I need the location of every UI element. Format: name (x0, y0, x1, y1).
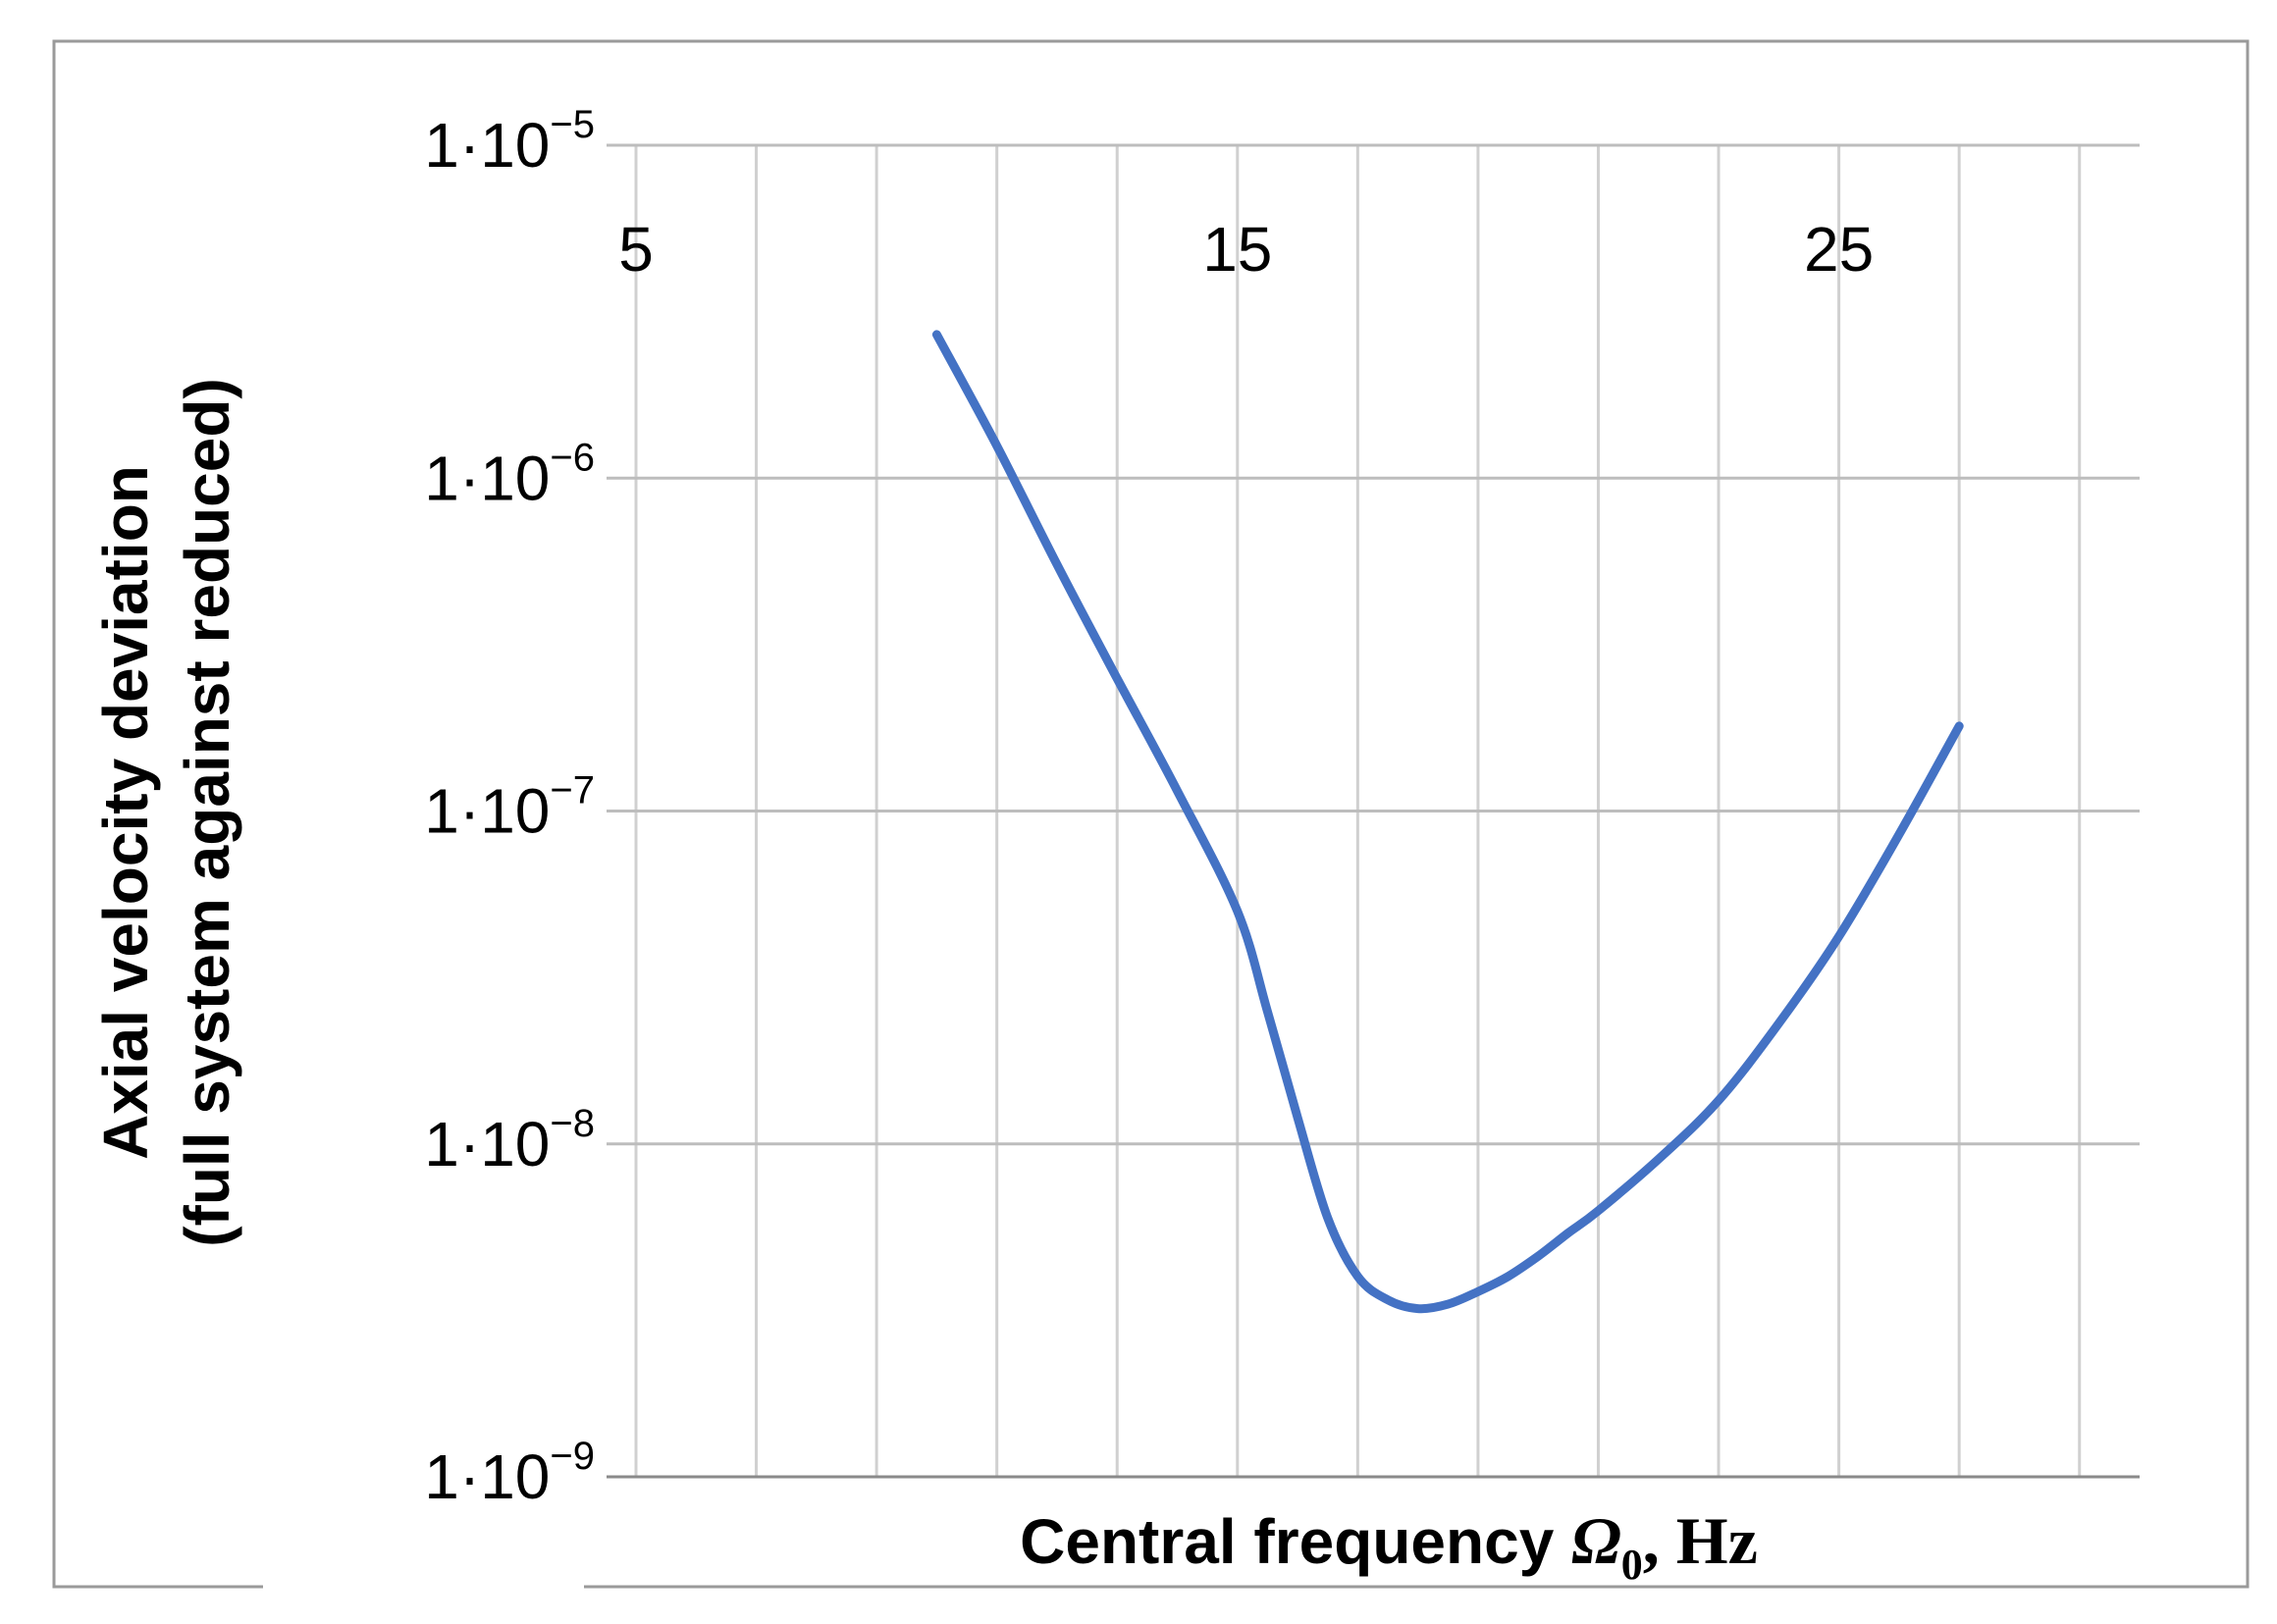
y-tick-label: 1·10−6 (424, 436, 595, 513)
y-tick-label: 1·10−8 (424, 1102, 595, 1179)
x-tick-label: 5 (618, 214, 654, 285)
y-axis-title-line2: (full system against reduced) (172, 378, 242, 1247)
y-axis-title: Axial velocity deviation (full system aga… (90, 378, 242, 1247)
x-axis-title: Central frequency Ω0, Hz (1020, 1503, 1758, 1589)
x-tick-label: 15 (1202, 214, 1272, 285)
y-tick-label: 1·10−9 (424, 1435, 595, 1512)
y-tick-label: 1·10−5 (424, 103, 595, 181)
series-line (931, 330, 1964, 1314)
figure-frame (52, 39, 2250, 1589)
y-tick-label: 1·10−7 (424, 769, 595, 847)
y-axis-title-line1: Axial velocity deviation (90, 465, 161, 1160)
x-tick-label: 25 (1804, 214, 1874, 285)
